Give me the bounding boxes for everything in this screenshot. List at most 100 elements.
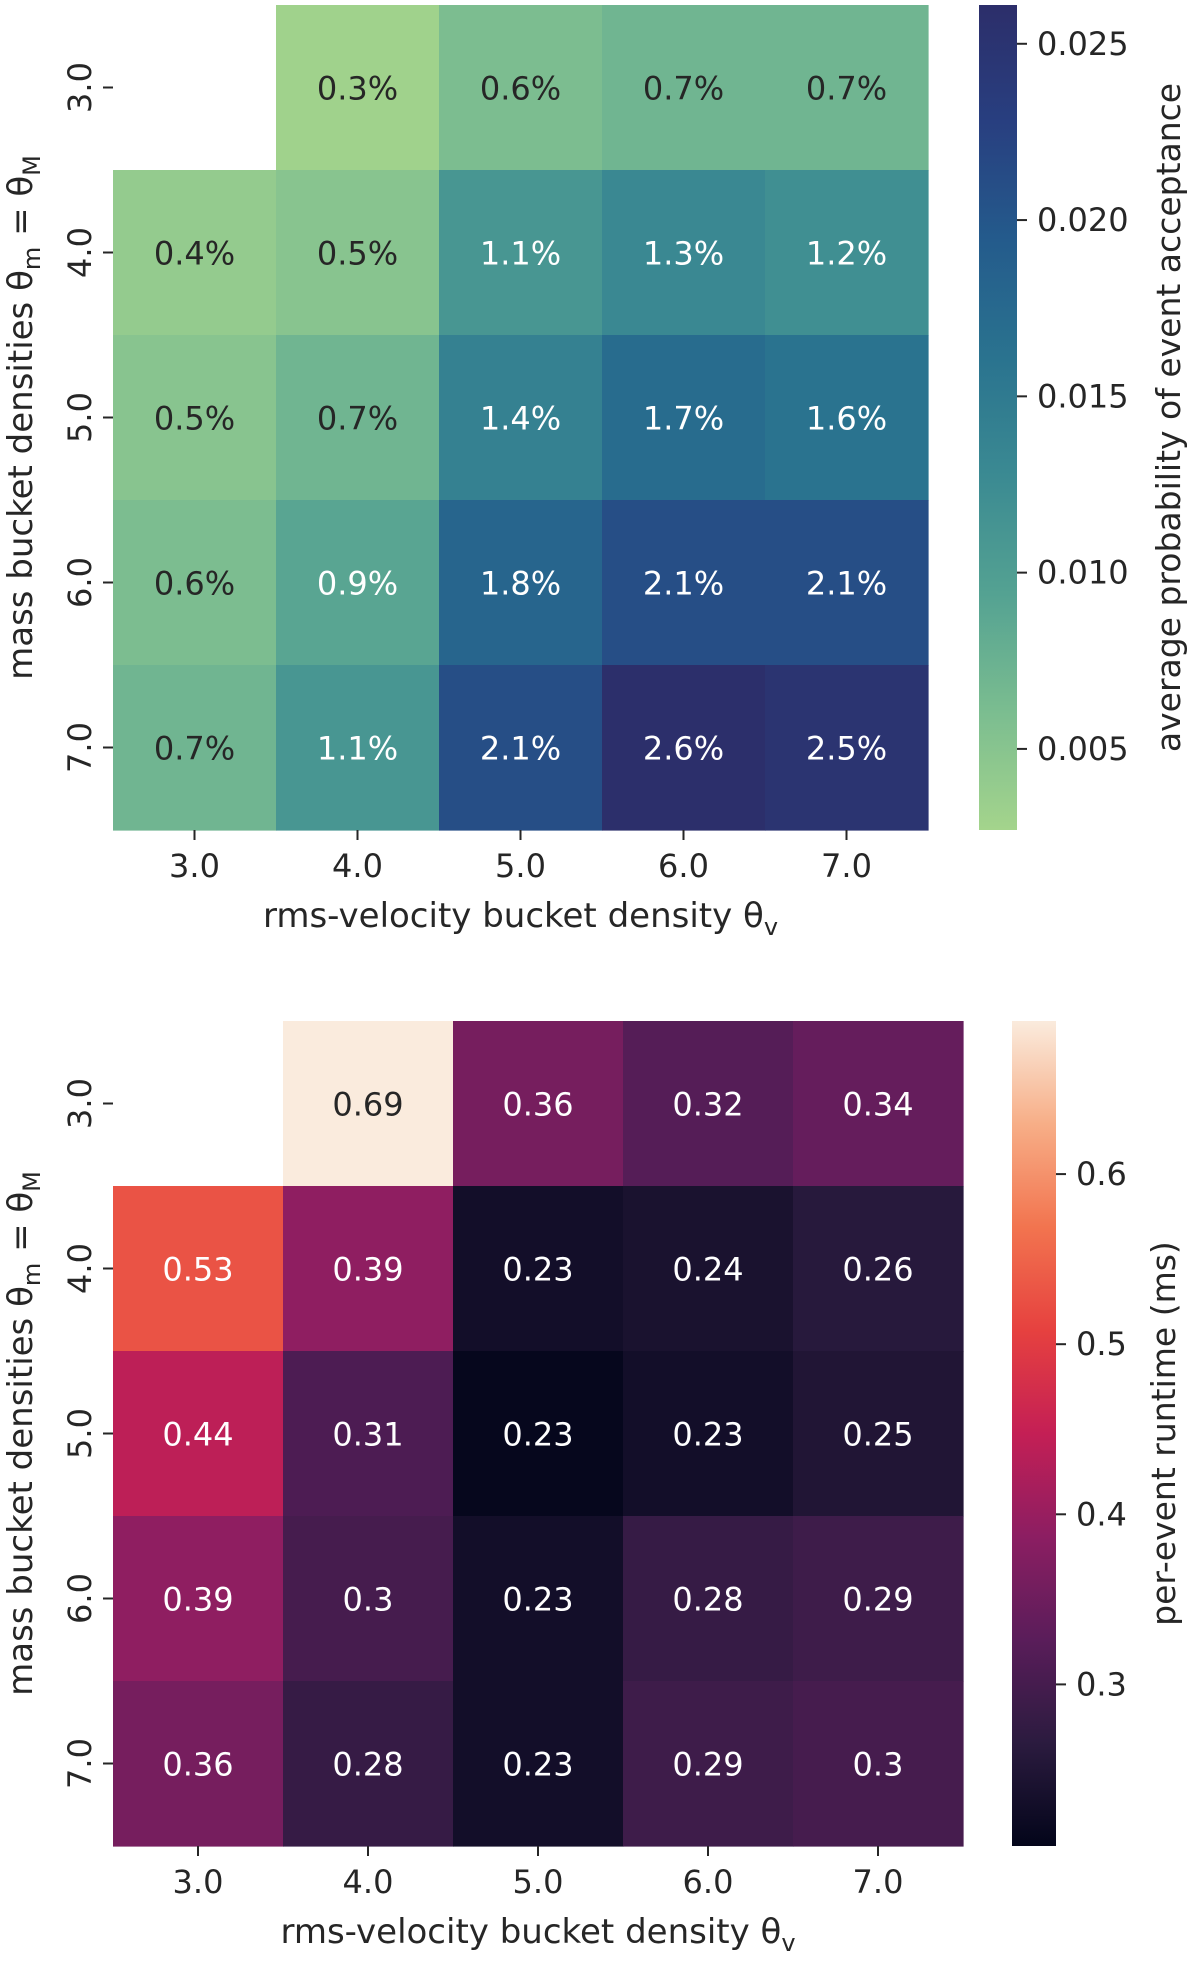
cell-value-label: 1.4% <box>480 400 561 438</box>
cell-value-label: 2.5% <box>806 730 887 768</box>
y-tick-label: 5.0 <box>61 392 99 443</box>
heatmap-cell <box>439 335 603 501</box>
colorbar-tick-label: 0.015 <box>1037 377 1129 415</box>
heatmap-cell <box>793 1681 964 1847</box>
y-tick-label: 7.0 <box>61 722 99 773</box>
cell-value-label: 1.6% <box>806 400 887 438</box>
heatmap-acceptance: 0.3% 0.6% 0.7% 0.7% 0.4% 0.5% 1.1% 1.3% 1.2% 0.5%… <box>1 5 1188 941</box>
heatmap-cell <box>793 1186 964 1352</box>
heatmap-cell <box>765 500 929 666</box>
heatmap-cells: 0.3% 0.6% 0.7% 0.7% 0.4% 0.5% 1.1% 1.3% 1.2% 0.5%… <box>113 5 929 831</box>
heatmap-cell <box>793 1516 964 1682</box>
heatmap-cell <box>602 500 766 666</box>
heatmap-cell <box>453 1681 624 1847</box>
colorbar-tick-label: 0.6 <box>1076 1155 1127 1193</box>
cell-value-label: 1.2% <box>806 235 887 273</box>
heatmap-cell <box>113 500 277 666</box>
colorbar-tick-label: 0.025 <box>1037 25 1129 63</box>
x-ticks: 3.0 4.0 5.0 6.0 7.0 <box>173 1846 903 1901</box>
cell-value-label: 0.5% <box>317 235 398 273</box>
colorbar-ticks: 0.3 0.4 0.5 0.6 <box>1056 1155 1127 1703</box>
cell-value-label: 0.36 <box>502 1086 573 1124</box>
cell-value-label: 1.8% <box>480 565 561 603</box>
heatmap-cell <box>113 1351 284 1517</box>
cell-value-label: 0.23 <box>502 1581 573 1619</box>
heatmap-cell <box>602 665 766 831</box>
cell-value-label: 0.44 <box>162 1416 233 1454</box>
heatmap-cell <box>276 500 440 666</box>
cell-value-label: 0.6% <box>154 565 235 603</box>
heatmap-cell <box>283 1021 454 1187</box>
y-tick-label: 3.0 <box>61 1078 99 1129</box>
cell-value-label: 0.25 <box>842 1416 913 1454</box>
cell-value-label: 0.23 <box>502 1251 573 1289</box>
y-tick-label: 3.0 <box>61 62 99 113</box>
heatmap-cell <box>439 5 603 171</box>
heatmap-cell <box>113 665 277 831</box>
heatmap-cell <box>276 665 440 831</box>
heatmap-cell <box>602 170 766 336</box>
heatmap-cell <box>113 1516 284 1682</box>
colorbar-tick-label: 0.5 <box>1076 1325 1127 1363</box>
cell-value-label: 0.23 <box>502 1746 573 1784</box>
heatmap-cell <box>439 170 603 336</box>
cell-value-label: 0.31 <box>332 1416 403 1454</box>
x-ticks: 3.0 4.0 5.0 6.0 7.0 <box>169 830 872 885</box>
colorbar-label: per-event runtime (ms) <box>1144 1241 1183 1626</box>
x-axis-label: rms-velocity bucket density θv <box>263 896 778 941</box>
cell-value-label: 0.28 <box>332 1746 403 1784</box>
cell-value-label: 0.7% <box>317 400 398 438</box>
cell-value-label: 0.24 <box>672 1251 743 1289</box>
heatmap-cell <box>453 1351 624 1517</box>
cell-value-label: 0.7% <box>806 70 887 108</box>
cell-value-label: 0.28 <box>672 1581 743 1619</box>
x-tick-label: 3.0 <box>173 1863 224 1901</box>
cell-value-label: 1.3% <box>643 235 724 273</box>
heatmap-cell <box>113 335 277 501</box>
heatmap-cell <box>283 1516 454 1682</box>
heatmap-cell <box>793 1351 964 1517</box>
cell-value-label: 0.26 <box>842 1251 913 1289</box>
x-tick-label: 6.0 <box>658 847 709 885</box>
heatmap-cell <box>283 1351 454 1517</box>
heatmap-cell <box>439 665 603 831</box>
cell-value-label: 0.3% <box>317 70 398 108</box>
y-ticks: 3.0 4.0 5.0 6.0 7.0 <box>61 1078 113 1789</box>
heatmap-cell <box>283 1681 454 1847</box>
x-tick-label: 5.0 <box>513 1863 564 1901</box>
heatmap-cell <box>602 335 766 501</box>
heatmap-cell <box>765 170 929 336</box>
colorbar: 0.005 0.010 0.015 0.020 0.025 average probab… <box>979 5 1188 830</box>
cell-value-label: 0.29 <box>672 1746 743 1784</box>
cell-value-label: 2.1% <box>806 565 887 603</box>
heatmap-cell <box>623 1516 794 1682</box>
cell-value-label: 1.7% <box>643 400 724 438</box>
cell-value-label: 0.9% <box>317 565 398 603</box>
x-tick-label: 5.0 <box>495 847 546 885</box>
y-tick-label: 7.0 <box>61 1738 99 1789</box>
cell-value-label: 0.4% <box>154 235 235 273</box>
colorbar-tick-label: 0.010 <box>1037 554 1129 592</box>
y-axis-label: mass bucket densities θm = θM <box>1 1171 46 1696</box>
heatmap-cell <box>283 1186 454 1352</box>
cell-value-label: 2.6% <box>643 730 724 768</box>
cell-value-label: 2.1% <box>480 730 561 768</box>
heatmap-cells: 0.69 0.36 0.32 0.34 0.53 0.39 0.23 0.24 0.26 0.44… <box>113 1021 964 1847</box>
y-tick-label: 5.0 <box>61 1408 99 1459</box>
cell-value-label: 0.3 <box>853 1746 904 1784</box>
cell-value-label: 1.1% <box>317 730 398 768</box>
colorbar-ticks: 0.005 0.010 0.015 0.020 0.025 <box>1017 25 1129 768</box>
x-axis-label: rms-velocity bucket density θv <box>280 1912 795 1957</box>
cell-value-label: 0.7% <box>154 730 235 768</box>
cell-value-label: 0.53 <box>162 1251 233 1289</box>
colorbar-label: average probability of event acceptance <box>1149 83 1188 752</box>
x-tick-label: 3.0 <box>169 847 220 885</box>
heatmap-cell <box>623 1186 794 1352</box>
cell-value-label: 0.7% <box>643 70 724 108</box>
x-tick-label: 4.0 <box>332 847 383 885</box>
heatmap-cell <box>439 500 603 666</box>
cell-value-label: 0.32 <box>672 1086 743 1124</box>
heatmap-cell <box>276 335 440 501</box>
cell-value-label: 2.1% <box>643 565 724 603</box>
